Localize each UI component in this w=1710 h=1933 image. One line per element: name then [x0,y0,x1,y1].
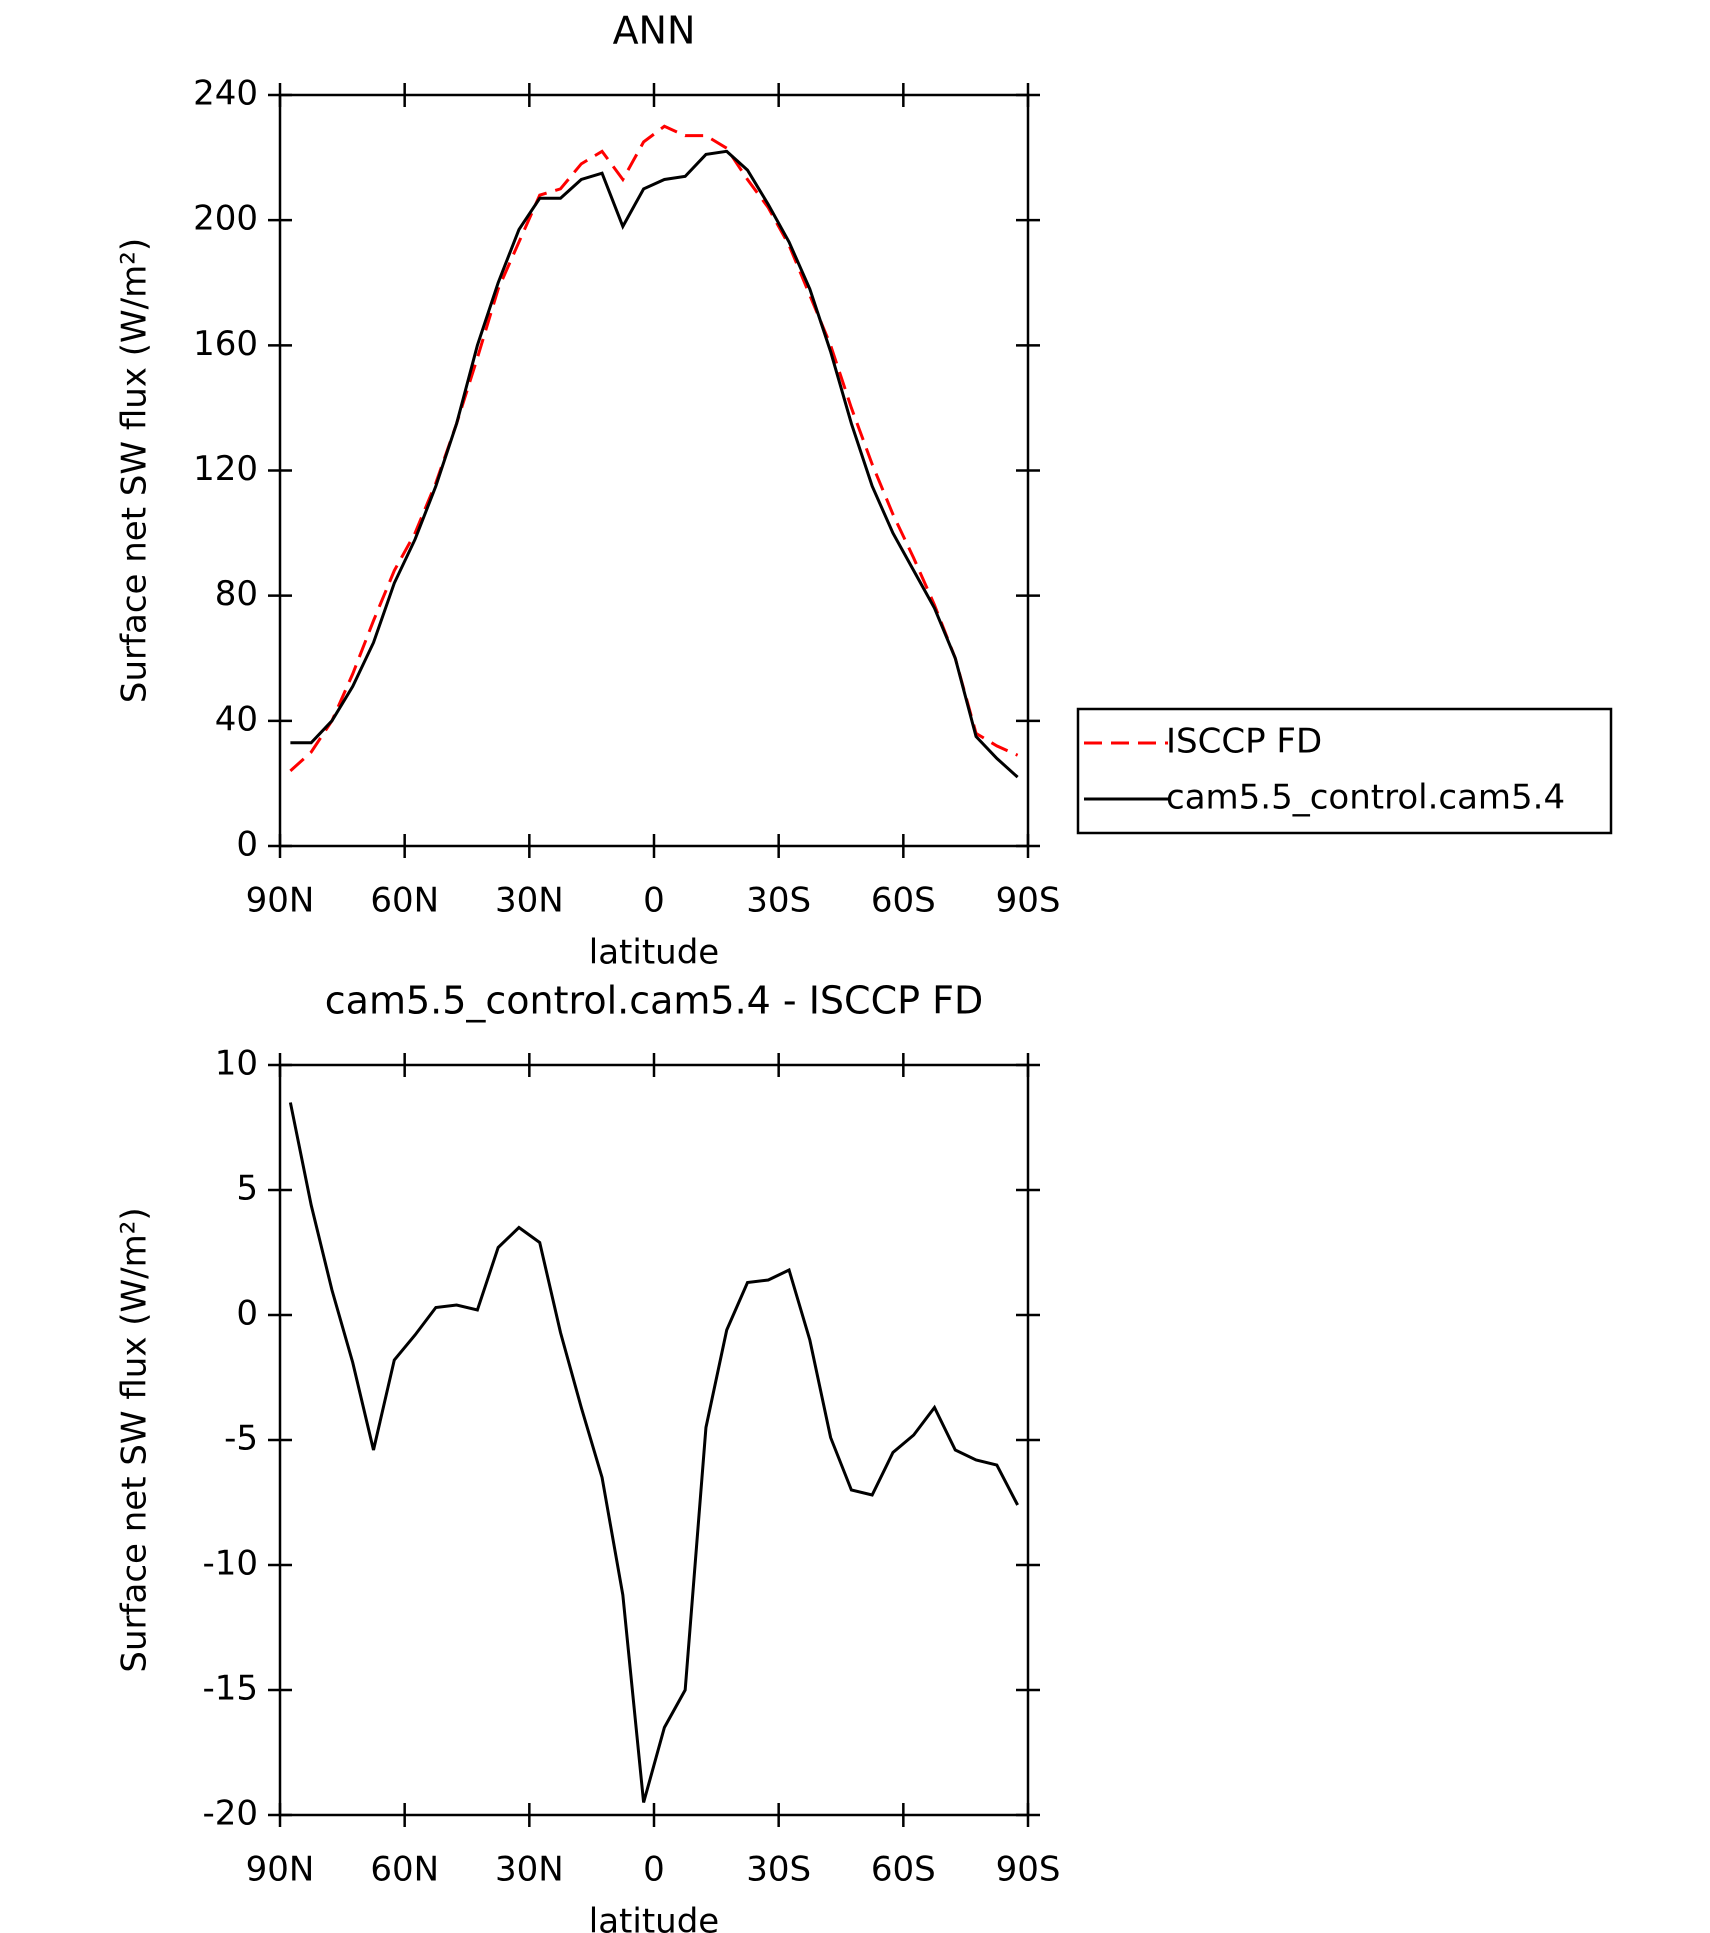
y-tick-label: 10 [215,1044,258,1084]
x-tick-label: 0 [643,1850,665,1890]
chart-title: cam5.5_control.cam5.4 - ISCCP FD [325,979,983,1023]
x-tick-label: 90S [996,881,1061,921]
y-tick-label: 120 [193,449,258,489]
legend-label: cam5.5_control.cam5.4 [1166,778,1565,818]
x-tick-label: 60N [370,1850,439,1890]
plot-frame [278,93,1030,848]
y-tick-label: 160 [193,324,258,364]
x-tick-label: 30S [746,1850,811,1890]
x-tick-label: 0 [643,881,665,921]
y-tick-label: 80 [215,574,258,614]
x-axis-label: latitude [589,1902,719,1933]
x-tick-label: 60S [871,1850,936,1890]
y-tick-label: 0 [236,825,258,865]
x-tick-label: 60N [370,881,439,921]
y-axis-label: Surface net SW flux (W/m²) [115,1207,155,1672]
y-tick-label: 200 [193,199,258,239]
y-tick-label: 0 [236,1294,258,1334]
data-line [290,149,1019,779]
y-tick-label: 40 [215,699,258,739]
legend-box [1076,707,1613,835]
y-tick-label: -10 [202,1544,258,1584]
x-tick-label: 30S [746,881,811,921]
plot-frame [278,1063,1030,1817]
data-line [289,124,1019,773]
x-tick-label: 60S [871,881,936,921]
y-tick-label: -15 [202,1669,258,1709]
x-tick-label: 30N [495,1850,564,1890]
x-axis-label: latitude [589,933,719,973]
data-line [288,1102,1019,1803]
chart-title: ANN [613,9,696,53]
x-tick-label: 90S [996,1850,1061,1890]
x-tick-label: 90N [246,881,315,921]
y-axis-label: Surface net SW flux (W/m²) [115,238,155,703]
y-tick-label: 240 [193,74,258,114]
x-tick-label: 90N [246,1850,315,1890]
x-tick-label: 30N [495,881,564,921]
legend-label: ISCCP FD [1166,722,1322,762]
y-tick-label: -20 [202,1794,258,1834]
y-tick-label: -5 [224,1419,258,1459]
y-tick-label: 5 [236,1169,258,1209]
